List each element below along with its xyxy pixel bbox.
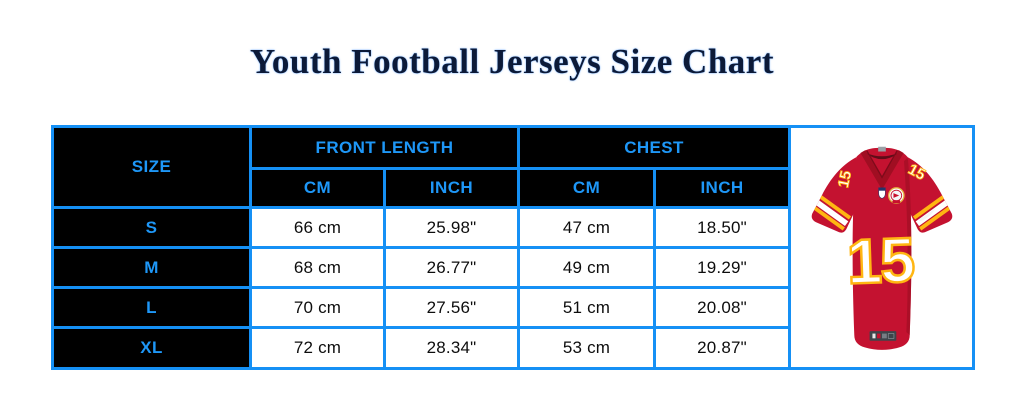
size-label: S xyxy=(51,206,252,249)
table-row-m: M 68 cm 26.77" 49 cm 19.29" xyxy=(51,246,974,289)
chest-cm-value: 53 cm xyxy=(517,326,657,370)
chest-inch-value: 20.87" xyxy=(653,326,792,370)
size-label: L xyxy=(51,286,252,329)
front-cm-value: 66 cm xyxy=(249,206,386,249)
jersey-side-shade xyxy=(903,156,911,335)
page-title: Youth Football Jerseys Size Chart xyxy=(250,42,774,81)
jersey-vneck-line xyxy=(865,149,898,179)
jersey-image: 15 15 xyxy=(811,146,952,350)
front-inch-value: 28.34" xyxy=(382,326,521,370)
jersey-center-number: 15 xyxy=(845,225,915,297)
front-cm-value: 68 cm xyxy=(249,246,386,289)
front-cm-value: 70 cm xyxy=(249,286,386,329)
chest-inch-value: 19.29" xyxy=(653,246,792,289)
jersey-vneck-trim xyxy=(859,149,904,190)
size-chart-table: SIZE FRONT LENGTH CHEST xyxy=(51,125,976,370)
jersey-left-shoulder-number: 15 xyxy=(835,168,855,189)
team-patch xyxy=(887,186,905,204)
front-inch-value: 25.98" xyxy=(382,206,521,249)
table-row-xl: XL 72 cm 28.34" 53 cm 20.87" xyxy=(51,326,974,370)
hanger-loop xyxy=(877,146,886,152)
table-row-l: L 70 cm 27.56" 51 cm 20.08" xyxy=(51,286,974,329)
header-row-2: CM INCH CM INCH xyxy=(53,167,974,209)
chest-inch-value: 18.50" xyxy=(653,206,792,249)
header-row-1: SIZE FRONT LENGTH CHEST xyxy=(51,125,976,370)
jock-tag xyxy=(869,330,896,341)
size-label: M xyxy=(51,246,252,289)
chest-inch-value: 20.08" xyxy=(653,286,792,329)
nfl-shield-logo xyxy=(877,187,886,199)
header-front-cm: CM xyxy=(249,167,386,209)
header-chest: CHEST xyxy=(517,125,792,170)
header-chest-inch: INCH xyxy=(653,167,792,209)
header-size: SIZE xyxy=(51,125,252,209)
nike-swoosh-icon xyxy=(918,207,936,221)
front-inch-value: 27.56" xyxy=(382,286,521,329)
jersey-image-cell: 15 15 xyxy=(788,125,976,370)
header-front-length: FRONT LENGTH xyxy=(248,125,521,170)
front-cm-value: 72 cm xyxy=(249,326,386,370)
chest-cm-value: 47 cm xyxy=(517,206,657,249)
size-label: XL xyxy=(51,326,252,370)
header-front-inch: INCH xyxy=(382,167,521,209)
header-chest-cm: CM xyxy=(517,167,657,209)
table-row-s: S 66 cm 25.98" 47 cm 18.50" xyxy=(51,206,974,249)
chest-cm-value: 49 cm xyxy=(517,246,657,289)
left-sleeve-stripes xyxy=(811,193,851,230)
chest-cm-value: 51 cm xyxy=(517,286,657,329)
front-inch-value: 26.77" xyxy=(382,246,521,289)
jersey-back-collar xyxy=(864,151,899,159)
